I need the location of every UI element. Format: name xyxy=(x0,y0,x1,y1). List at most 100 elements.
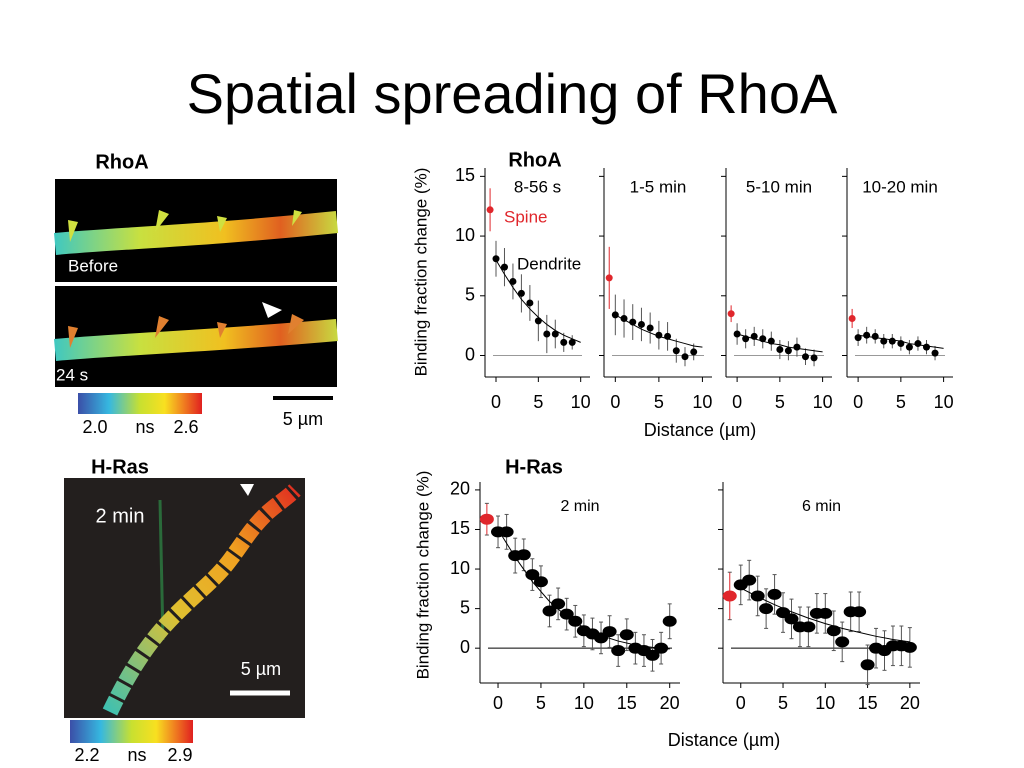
point xyxy=(533,576,548,588)
slide-title: Spatial spreading of RhoA xyxy=(187,62,838,125)
point xyxy=(568,338,576,346)
annotation: Spine xyxy=(504,207,547,226)
colorbar-max: 2.9 xyxy=(167,745,192,765)
subplot-title: 10-20 min xyxy=(862,177,938,196)
image-label: RhoA xyxy=(95,151,148,173)
point xyxy=(681,353,689,361)
point xyxy=(492,255,500,263)
point xyxy=(742,574,757,586)
subplot-title: 1-5 min xyxy=(630,177,687,196)
point xyxy=(517,289,525,297)
point xyxy=(860,659,875,671)
point xyxy=(526,299,534,307)
point xyxy=(534,317,542,325)
x-tick-label: 5 xyxy=(775,392,785,412)
point xyxy=(888,337,896,345)
image-label: H-Ras xyxy=(91,456,149,478)
x-tick-label: 0 xyxy=(853,392,863,412)
x-tick-label: 0 xyxy=(610,392,620,412)
y-tick-label: 20 xyxy=(450,479,470,499)
point xyxy=(810,354,818,362)
micrograph xyxy=(53,286,338,387)
point xyxy=(486,206,494,214)
point xyxy=(605,274,613,282)
point xyxy=(802,353,809,361)
colorbar xyxy=(78,393,202,414)
x-tick-label: 5 xyxy=(536,693,546,713)
point xyxy=(551,330,559,338)
colorbar-unit: ns xyxy=(135,417,154,437)
x-axis-label: Distance (µm) xyxy=(668,730,780,750)
point xyxy=(818,607,833,619)
point xyxy=(479,513,494,525)
point xyxy=(923,343,930,351)
point xyxy=(516,549,531,561)
point xyxy=(543,330,551,338)
subplot-title: 2 min xyxy=(560,498,599,515)
point xyxy=(542,605,557,617)
x-tick-label: 0 xyxy=(493,693,503,713)
point xyxy=(863,331,871,339)
fit-line xyxy=(740,587,910,643)
point xyxy=(690,348,698,356)
point xyxy=(602,626,617,638)
y-tick-label: 15 xyxy=(450,518,470,538)
subplot-title: 6 min xyxy=(802,498,841,515)
point xyxy=(776,346,784,354)
point xyxy=(611,645,626,657)
x-tick-label: 10 xyxy=(815,693,835,713)
colorbar-min: 2.2 xyxy=(74,745,99,765)
point xyxy=(759,603,774,615)
point xyxy=(801,621,816,633)
point xyxy=(560,338,568,346)
y-tick-label: 5 xyxy=(460,597,470,617)
point xyxy=(784,347,792,355)
chart-title: H-Ras xyxy=(505,456,563,478)
point xyxy=(645,649,660,661)
x-axis-label: Distance (µm) xyxy=(644,420,756,440)
y-axis-label: Binding fraction change (%) xyxy=(413,471,432,680)
micrograph xyxy=(53,179,339,282)
x-tick-label: 10 xyxy=(813,392,833,412)
point xyxy=(727,310,735,318)
x-tick-label: 0 xyxy=(732,392,742,412)
point xyxy=(722,590,737,602)
x-tick-label: 0 xyxy=(491,392,501,412)
point xyxy=(619,629,634,641)
colorbar-max: 2.6 xyxy=(173,417,198,437)
x-tick-label: 20 xyxy=(900,693,920,713)
point xyxy=(767,588,782,600)
scale-bar-label: 5 µm xyxy=(241,659,281,679)
x-tick-label: 0 xyxy=(736,693,746,713)
subplot-title: 8-56 s xyxy=(514,177,561,196)
point xyxy=(902,641,917,653)
colorbar xyxy=(70,720,193,743)
point xyxy=(646,324,654,332)
y-axis-label: Binding fraction change (%) xyxy=(411,168,430,377)
x-tick-label: 5 xyxy=(778,693,788,713)
point xyxy=(931,349,939,357)
fit-line xyxy=(736,333,823,353)
point xyxy=(662,615,677,627)
point xyxy=(551,598,566,610)
colorbar-unit: ns xyxy=(127,745,146,765)
point xyxy=(750,590,765,602)
image-caption: 24 s xyxy=(56,365,88,384)
subplot-title: 5-10 min xyxy=(746,177,812,196)
x-tick-label: 10 xyxy=(574,693,594,713)
x-tick-label: 10 xyxy=(692,392,712,412)
point xyxy=(826,625,841,637)
x-tick-label: 10 xyxy=(934,392,954,412)
point xyxy=(848,314,856,322)
chart-title: RhoA xyxy=(508,149,561,171)
x-tick-label: 15 xyxy=(617,693,637,713)
image-caption: Before xyxy=(68,256,118,275)
x-tick-label: 10 xyxy=(571,392,591,412)
x-tick-label: 5 xyxy=(896,392,906,412)
micrograph xyxy=(64,478,305,718)
point xyxy=(509,277,517,285)
image-caption: 2 min xyxy=(96,505,145,527)
fit-line xyxy=(497,529,670,650)
fit-line xyxy=(858,334,944,349)
